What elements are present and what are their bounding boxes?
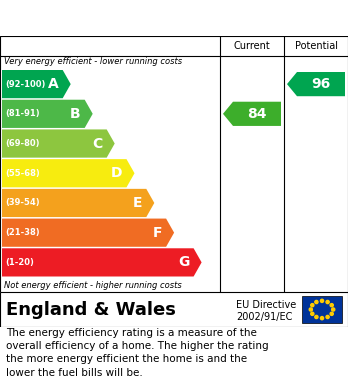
Text: (69-80): (69-80) xyxy=(5,139,40,148)
Text: England & Wales: England & Wales xyxy=(6,301,176,319)
Text: (81-91): (81-91) xyxy=(5,109,40,118)
Text: Potential: Potential xyxy=(294,41,338,51)
Polygon shape xyxy=(2,70,71,98)
Text: Very energy efficient - lower running costs: Very energy efficient - lower running co… xyxy=(4,57,182,66)
Circle shape xyxy=(315,316,318,319)
Circle shape xyxy=(315,300,318,304)
Polygon shape xyxy=(2,248,201,276)
Circle shape xyxy=(321,317,324,320)
Polygon shape xyxy=(2,159,134,187)
Text: (55-68): (55-68) xyxy=(5,169,40,178)
Circle shape xyxy=(330,303,333,307)
Text: 84: 84 xyxy=(247,107,267,121)
Circle shape xyxy=(321,299,324,303)
Text: G: G xyxy=(178,255,190,269)
Text: 96: 96 xyxy=(311,77,331,91)
Polygon shape xyxy=(2,219,174,247)
Text: B: B xyxy=(70,107,81,121)
Text: Current: Current xyxy=(234,41,270,51)
Text: (21-38): (21-38) xyxy=(5,228,40,237)
Polygon shape xyxy=(2,100,93,128)
Text: EU Directive: EU Directive xyxy=(236,300,296,310)
Polygon shape xyxy=(2,189,154,217)
Text: 2002/91/EC: 2002/91/EC xyxy=(236,312,292,322)
Text: A: A xyxy=(48,77,59,91)
Circle shape xyxy=(332,308,335,311)
Text: Energy Efficiency Rating: Energy Efficiency Rating xyxy=(10,11,220,25)
Bar xyxy=(302,296,342,323)
Text: D: D xyxy=(111,166,122,180)
Text: The energy efficiency rating is a measure of the
overall efficiency of a home. T: The energy efficiency rating is a measur… xyxy=(6,328,269,378)
Polygon shape xyxy=(2,129,115,158)
Circle shape xyxy=(326,316,329,319)
Text: C: C xyxy=(93,136,103,151)
Circle shape xyxy=(326,300,329,304)
Circle shape xyxy=(330,312,333,316)
Circle shape xyxy=(311,303,314,307)
Text: (39-54): (39-54) xyxy=(5,199,40,208)
Text: E: E xyxy=(133,196,142,210)
Text: Not energy efficient - higher running costs: Not energy efficient - higher running co… xyxy=(4,280,182,289)
Circle shape xyxy=(309,308,313,311)
Polygon shape xyxy=(287,72,345,96)
Polygon shape xyxy=(223,102,281,126)
Text: (92-100): (92-100) xyxy=(5,80,45,89)
Text: (1-20): (1-20) xyxy=(5,258,34,267)
Circle shape xyxy=(311,312,314,316)
Text: F: F xyxy=(153,226,162,240)
